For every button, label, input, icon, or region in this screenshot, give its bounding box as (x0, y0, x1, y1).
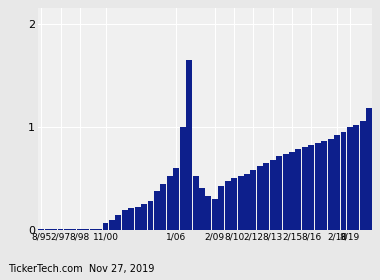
Bar (96, 228, 102, 230)
Bar (308, 145, 314, 230)
Bar (276, 155, 282, 230)
Bar (263, 163, 269, 230)
Bar (122, 210, 128, 230)
Bar (38, 228, 44, 230)
Bar (186, 60, 192, 230)
Bar (231, 178, 237, 230)
Bar (270, 160, 276, 230)
Bar (57, 228, 63, 230)
Bar (321, 141, 327, 230)
Bar (167, 176, 173, 230)
Bar (83, 228, 89, 230)
Bar (366, 108, 372, 230)
Bar (334, 135, 340, 230)
Bar (225, 181, 231, 230)
Bar (160, 184, 166, 230)
Bar (244, 174, 250, 230)
Bar (347, 127, 353, 230)
Bar (128, 208, 134, 230)
Bar (199, 188, 205, 230)
Bar (250, 170, 256, 230)
Bar (302, 147, 308, 230)
Bar (173, 168, 179, 230)
Bar (206, 196, 211, 230)
Bar (218, 186, 224, 230)
Bar (193, 176, 198, 230)
Bar (238, 176, 244, 230)
Bar (328, 139, 334, 230)
Bar (51, 228, 57, 230)
Bar (70, 228, 76, 230)
Bar (296, 149, 301, 230)
Text: TickerTech.com  Nov 27, 2019: TickerTech.com Nov 27, 2019 (8, 264, 154, 274)
Bar (154, 190, 160, 230)
Bar (116, 215, 121, 230)
Bar (45, 228, 51, 230)
Bar (212, 199, 218, 230)
Bar (257, 166, 263, 230)
Bar (353, 125, 359, 230)
Bar (283, 155, 288, 230)
Bar (90, 228, 96, 230)
Bar (135, 207, 141, 230)
Bar (289, 152, 295, 230)
Bar (103, 223, 108, 230)
Bar (77, 228, 83, 230)
Bar (315, 143, 321, 230)
Bar (109, 220, 115, 230)
Bar (360, 121, 366, 230)
Bar (64, 228, 70, 230)
Bar (141, 204, 147, 230)
Bar (147, 201, 154, 230)
Bar (180, 127, 186, 230)
Bar (340, 132, 347, 230)
